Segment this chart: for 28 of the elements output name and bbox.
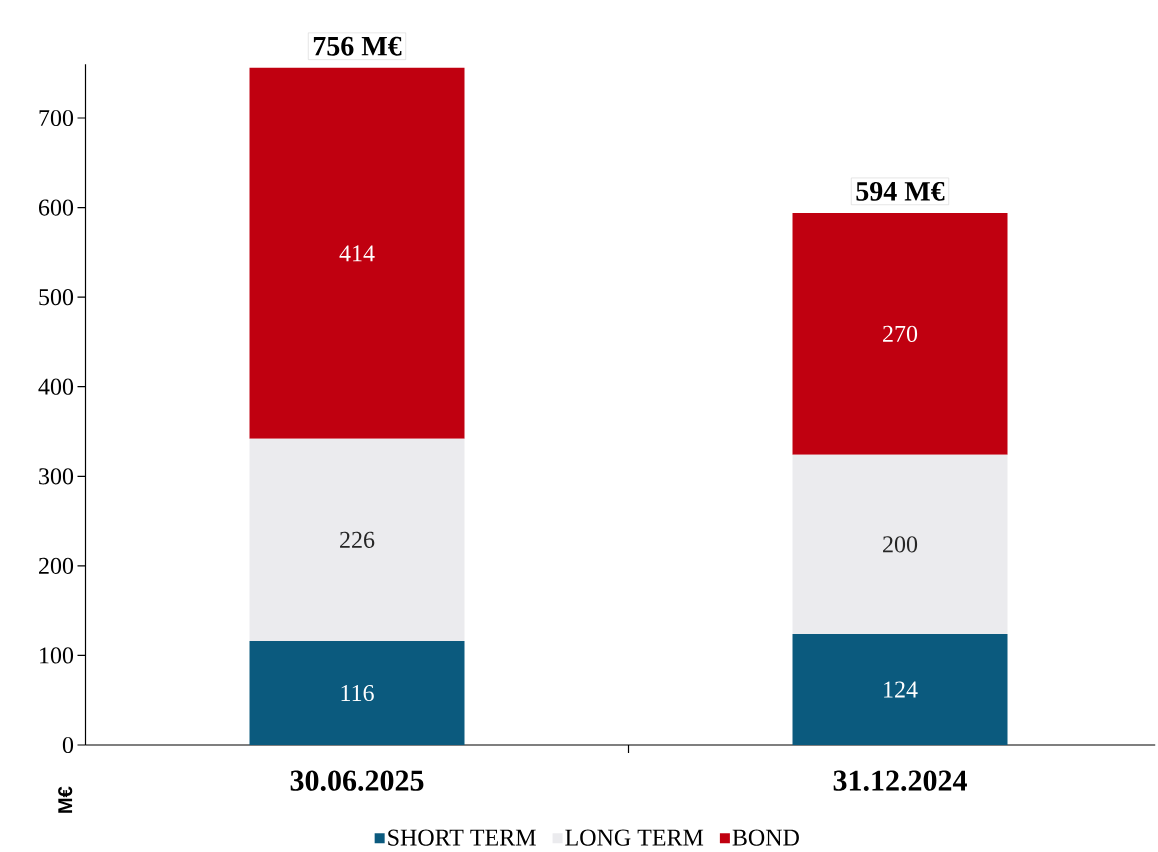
total-label: 756 M€ <box>313 36 402 56</box>
bar <box>249 641 465 745</box>
data-label: 414 <box>339 245 375 262</box>
y-tick-label: 300 <box>39 468 74 485</box>
x-tick-label: 31.12.2024 <box>833 770 967 791</box>
bar <box>792 212 1008 455</box>
y-tick-label: 400 <box>38 378 74 395</box>
bar <box>249 67 465 439</box>
data-label: 200 <box>883 536 918 553</box>
y-tick-label: 100 <box>40 647 74 664</box>
x-tick-label: 30.06.2025 <box>290 770 424 791</box>
y-axis-title: M€ <box>58 786 73 813</box>
y-tick-label: 200 <box>39 557 74 574</box>
legend-label: BOND <box>732 829 799 846</box>
y-tick-label: 600 <box>39 199 74 216</box>
data-label: 270 <box>883 325 918 342</box>
y-tick-label: 500 <box>39 289 74 306</box>
data-label: 124 <box>884 681 918 698</box>
bar <box>792 454 1008 634</box>
bar <box>792 633 1008 745</box>
y-tick-label: 0 <box>62 736 74 754</box>
legend-label: LONG TERM <box>565 829 704 846</box>
data-label: 116 <box>341 684 374 702</box>
data-label: 226 <box>340 531 375 548</box>
total-label: 594 M€ <box>856 181 945 201</box>
bar <box>249 438 465 642</box>
legend-label: SHORT TERM <box>388 829 536 846</box>
y-tick-label: 700 <box>39 109 74 127</box>
